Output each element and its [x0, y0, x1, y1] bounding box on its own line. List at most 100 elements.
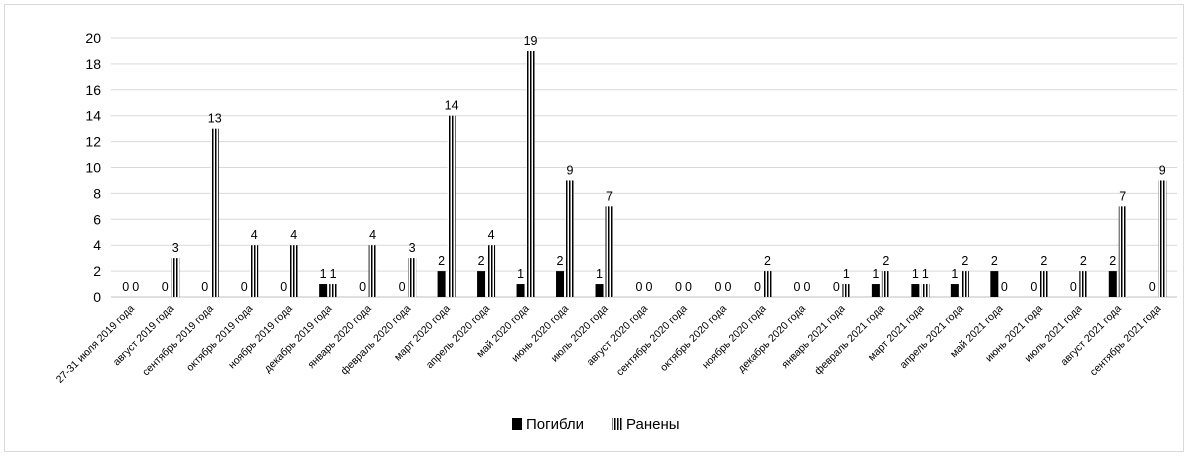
- data-label-raneny: 0: [646, 280, 653, 294]
- data-label-pogibli: 0: [793, 280, 800, 294]
- bar-pogibli: [950, 284, 959, 297]
- chart-frame: 0 2 4 6 8 10 12 14 16 18 20 0 0 0 3 0 13 0 4 0 4 1 1 0 4 0 3 2 14 2 4…: [4, 4, 1184, 452]
- data-label-raneny: 19: [524, 34, 538, 48]
- y-tick-label: 20: [85, 30, 101, 46]
- y-tick-label: 18: [85, 56, 101, 72]
- data-label-pogibli: 1: [912, 267, 919, 281]
- data-label-pogibli: 0: [1149, 280, 1156, 294]
- y-tick-label: 12: [85, 134, 101, 150]
- bar-raneny: [408, 258, 417, 297]
- data-label-raneny: 4: [488, 228, 495, 242]
- x-category-label: октябрь 2020 года: [658, 303, 729, 374]
- y-tick-label: 6: [93, 211, 101, 227]
- data-label-raneny: 2: [764, 254, 771, 268]
- bar-raneny: [605, 206, 614, 297]
- bar-raneny: [447, 115, 456, 297]
- bar-pogibli: [556, 271, 565, 297]
- data-label-raneny: 0: [132, 280, 139, 294]
- data-label-raneny: 0: [803, 280, 810, 294]
- data-label-pogibli: 1: [517, 267, 524, 281]
- data-label-raneny: 7: [1119, 189, 1126, 203]
- data-label-raneny: 2: [882, 254, 889, 268]
- legend-swatch-raneny: [612, 418, 622, 430]
- legend: Погибли Ранены: [512, 416, 680, 433]
- data-label-pogibli: 1: [872, 267, 879, 281]
- bar-raneny: [960, 271, 969, 297]
- legend-label-raneny: Ранены: [626, 416, 680, 433]
- data-label-raneny: 0: [685, 280, 692, 294]
- data-label-pogibli: 0: [833, 280, 840, 294]
- bar-raneny: [881, 271, 890, 297]
- data-label-raneny: 3: [409, 241, 416, 255]
- bar-pogibli: [990, 271, 999, 297]
- bar-raneny: [921, 284, 930, 297]
- x-category-label: октябрь 2019 года: [184, 303, 255, 374]
- data-label-raneny: 2: [961, 254, 968, 268]
- x-category-label: 27-31 июля 2019 года: [54, 303, 137, 386]
- data-label-pogibli: 1: [596, 267, 603, 281]
- bar-raneny: [210, 128, 219, 297]
- data-label-pogibli: 0: [280, 280, 287, 294]
- bar-pogibli: [319, 284, 328, 297]
- data-label-pogibli: 0: [1030, 280, 1037, 294]
- bars: [171, 50, 1167, 298]
- data-label-pogibli: 0: [636, 280, 643, 294]
- data-label-raneny: 9: [567, 163, 574, 177]
- bar-pogibli: [911, 284, 920, 297]
- bar-raneny: [1118, 206, 1127, 297]
- data-label-raneny: 3: [172, 241, 179, 255]
- data-label-pogibli: 0: [1070, 280, 1077, 294]
- data-label-raneny: 2: [1080, 254, 1087, 268]
- bar-pogibli: [437, 271, 446, 297]
- data-label-pogibli: 2: [991, 254, 998, 268]
- data-label-pogibli: 1: [320, 267, 327, 281]
- bar-raneny: [1158, 180, 1167, 297]
- data-label-raneny: 9: [1159, 163, 1166, 177]
- bar-raneny: [566, 180, 575, 297]
- data-label-pogibli: 1: [951, 267, 958, 281]
- bar-pogibli: [516, 284, 525, 297]
- data-label-pogibli: 0: [201, 280, 208, 294]
- data-label-raneny: 7: [606, 189, 613, 203]
- bar-pogibli: [477, 271, 486, 297]
- bar-raneny: [487, 245, 496, 297]
- data-label-pogibli: 0: [714, 280, 721, 294]
- data-label-raneny: 0: [1001, 280, 1008, 294]
- data-label-pogibli: 0: [754, 280, 761, 294]
- bar-raneny: [171, 258, 180, 297]
- y-tick-label: 2: [93, 263, 101, 279]
- data-label-pogibli: 2: [1109, 254, 1116, 268]
- data-label-raneny: 4: [369, 228, 376, 242]
- data-label-raneny: 1: [922, 267, 929, 281]
- x-category-label: сентябрь 2020 года: [614, 303, 690, 379]
- y-tick-label: 0: [93, 289, 101, 305]
- y-tick-label: 8: [93, 185, 101, 201]
- x-category-label: декабрь 2020 года: [736, 303, 808, 375]
- bar-raneny: [763, 271, 772, 297]
- bar-raneny: [368, 245, 377, 297]
- bar-raneny: [289, 245, 298, 297]
- legend-swatch-pogibli: [512, 418, 522, 430]
- x-category-label: февраль 2020 года: [338, 303, 413, 378]
- data-label-pogibli: 0: [162, 280, 169, 294]
- bar-raneny: [329, 284, 338, 297]
- data-label-pogibli: 0: [359, 280, 366, 294]
- bar-pogibli: [871, 284, 880, 297]
- bar-raneny: [1039, 271, 1048, 297]
- x-category-label: декабрь 2019 года: [262, 303, 334, 375]
- data-label-pogibli: 0: [399, 280, 406, 294]
- data-label-raneny: 14: [445, 99, 459, 113]
- data-label-pogibli: 2: [557, 254, 564, 268]
- data-label-raneny: 2: [1040, 254, 1047, 268]
- data-label-raneny: 1: [330, 267, 337, 281]
- data-label-pogibli: 0: [241, 280, 248, 294]
- x-category-label: февраль 2021 года: [812, 303, 887, 378]
- data-label-raneny: 0: [724, 280, 731, 294]
- bar-raneny: [1079, 271, 1088, 297]
- y-tick-label: 16: [85, 82, 101, 98]
- data-label-raneny: 13: [208, 112, 222, 126]
- bar-pogibli: [595, 284, 604, 297]
